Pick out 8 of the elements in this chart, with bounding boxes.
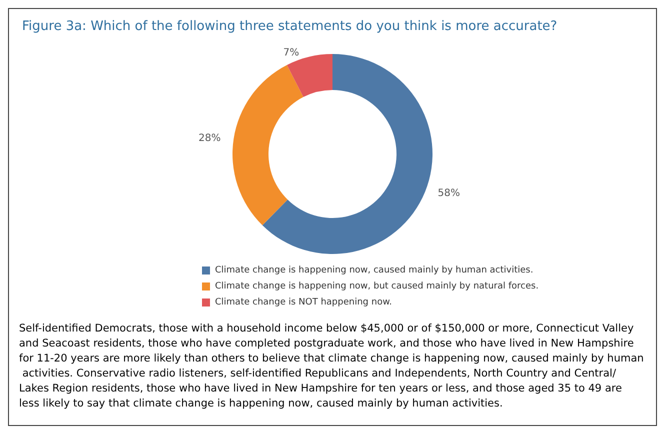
legend-label: Climate change is happening now, caused mainly by human activities. [215, 266, 534, 276]
data-label: 7% [283, 47, 300, 58]
text: Self-identified Democrats, those with a household income below $45,000 or of $150,000 or more, Connecticut Valley and Seacoast residents, those who have completed postgraduate work, and those who have lived in New Hampshire for 11-20 years are more likely than others to believe that climate change is happening now, caused mainly by human activities. Conservative radio listeners, self-identified Republicans and Independents, North Country and Central/Lakes Region residents, those who have lived in New Hampshire for ten years or less, and those aged 35 to 49 are less likely to say that climate change is happening now, caused mainly by human activities. [19, 322, 644, 410]
data-label: 58% [438, 188, 460, 199]
legend-label: Climate change is happening now, but caused mainly by natural forces. [215, 282, 539, 292]
legend-label: Climate change is NOT happening now. [215, 298, 392, 308]
data-label: 28% [198, 132, 221, 144]
chart-title: Figure 3a: Which of the following three statements do you think is more accurate? [22, 19, 558, 34]
